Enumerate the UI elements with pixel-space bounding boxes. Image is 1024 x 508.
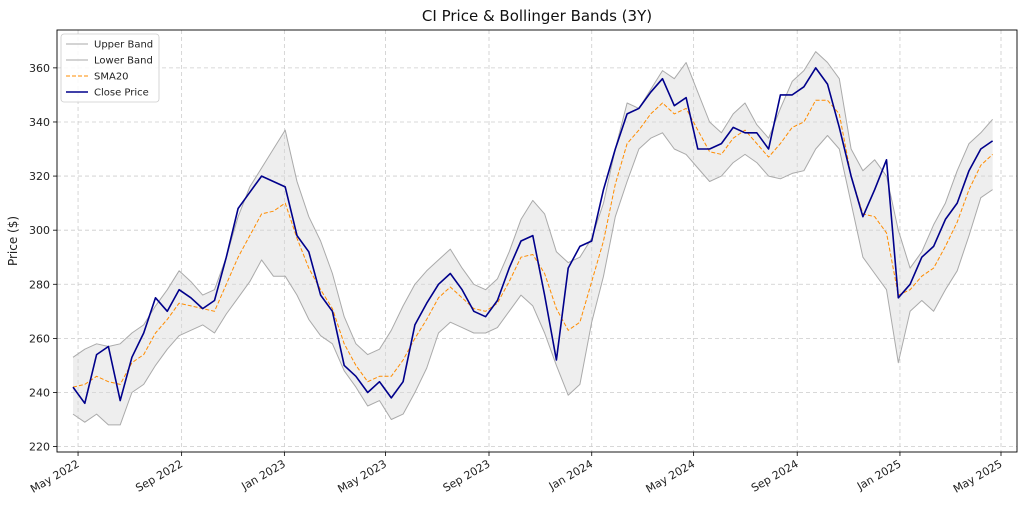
series-layer [72,51,994,426]
series-line-lower-band [72,132,993,426]
series-line-sma20 [72,99,993,388]
y-tick-label: 220 [29,441,50,454]
plot-area-frame [56,29,1018,453]
y-tick-label: 360 [29,62,50,75]
legend: Upper Band Lower Band SMA20 Close Price [60,33,160,103]
y-tick-label: 240 [29,386,50,399]
y-tick-label: 340 [29,116,50,129]
legend-label: SMA20 [94,72,129,83]
legend-label: Upper Band [94,40,153,51]
legend-label: Lower Band [94,56,153,67]
legend-items: Upper Band Lower Band SMA20 Close Price [66,40,153,99]
y-tick-label: 280 [29,278,50,291]
y-axis-label: Price ($) [6,216,20,266]
chart-title: CI Price & Bollinger Bands (3Y) [422,7,652,25]
y-tick-label: 260 [29,332,50,345]
y-tick-label: 320 [29,170,50,183]
legend-box [60,33,160,103]
legend-label: Close Price [94,88,149,99]
y-axis-ticks: 220 240 260 280 300 320 340 360 [29,62,57,454]
series-line-close-price [72,67,994,405]
y-tick-label: 300 [29,224,50,237]
